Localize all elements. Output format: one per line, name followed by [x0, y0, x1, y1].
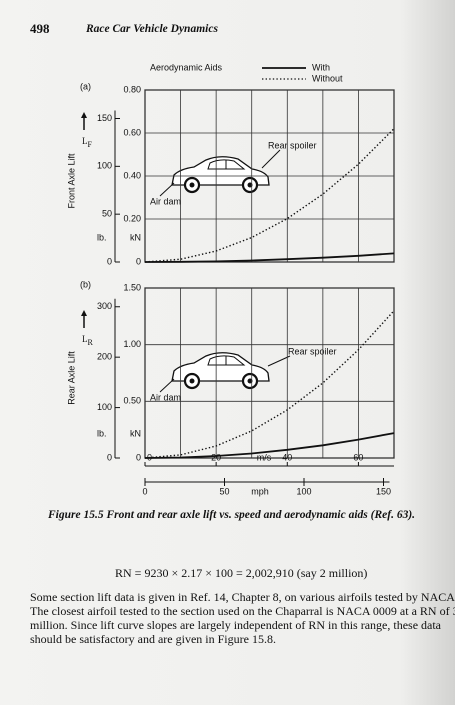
y2-unit: lb. [97, 232, 107, 242]
legend-label: With [312, 62, 330, 72]
figure-caption: Figure 15.5 Front and rear axle lift vs.… [48, 509, 416, 521]
annotation: Rear spoiler [268, 140, 317, 150]
y2-tick-label: 200 [97, 352, 112, 362]
data-line [144, 252, 395, 263]
leader [159, 378, 175, 393]
symbol: L [82, 136, 88, 146]
x-tick-label: 0 [147, 452, 152, 462]
y-tick-label: 0.60 [123, 127, 141, 137]
legend-title: Aerodynamic Aids [150, 62, 223, 72]
annotation: Rear spoiler [288, 346, 337, 356]
y-tick-label: 0.80 [123, 84, 141, 94]
y-tick-label: 0.50 [123, 396, 141, 406]
x-tick-label: 60 [353, 452, 363, 462]
y-tick-label: 0 [136, 452, 141, 462]
leader [261, 149, 281, 169]
text-line: The closest airfoil tested to the sectio… [30, 604, 455, 618]
data-line [144, 128, 395, 263]
symbol: L [82, 334, 88, 344]
figure: Rear spoiler Air dam Rear spoiler Air da… [66, 62, 395, 496]
x-tick-label: 20 [211, 452, 221, 462]
y2-tick-label: 150 [97, 113, 112, 123]
y-tick-label: 1.00 [123, 339, 141, 349]
y-tick-label: 0.20 [123, 213, 141, 223]
text-line: million. Since lift curve slopes are lar… [30, 618, 441, 632]
x2-tick-label: 0 [142, 486, 147, 496]
y2-tick-label: 0 [107, 256, 112, 266]
y2-unit: lb. [97, 428, 107, 438]
y2-tick-label: 100 [97, 161, 112, 171]
running-title: Race Car Vehicle Dynamics [86, 23, 218, 35]
equation: RN = 9230 × 2.17 × 100 = 2,002,910 (say … [115, 566, 368, 580]
y2-tick-label: 100 [97, 402, 112, 412]
y-tick-label: 1.50 [123, 282, 141, 292]
axis-symbol: LR [82, 334, 94, 347]
paragraph: Some section lift data is given in Ref. … [30, 590, 455, 646]
y2-tick-label: 50 [102, 209, 112, 219]
text-line: should be satisfactory and are given in … [30, 632, 276, 646]
leader [267, 355, 291, 367]
y-axis-label: Rear Axle Lift [66, 351, 76, 405]
page-number: 498 [30, 21, 50, 36]
panel-label: (a) [80, 81, 91, 91]
data-line [144, 310, 395, 459]
x-axis-label: m/s [257, 452, 272, 462]
legend-label: Without [312, 73, 343, 83]
symbol-subscript: F [88, 140, 93, 149]
x2-tick-label: 50 [219, 486, 229, 496]
annotation: Air dam [150, 196, 181, 206]
x-tick-label: 40 [282, 452, 292, 462]
x2-tick-label: 100 [296, 486, 311, 496]
x2-tick-label: 150 [376, 486, 391, 496]
arrow-head [81, 310, 87, 316]
data-line [144, 432, 395, 459]
symbol-subscript: R [88, 338, 94, 347]
panel-label: (b) [80, 279, 91, 289]
y-unit: kN [130, 428, 141, 438]
y-axis-label: Front Axle Lift [66, 153, 76, 209]
y2-tick-label: 0 [107, 452, 112, 462]
arrow-head [81, 112, 87, 118]
annotation: Air dam [150, 392, 181, 402]
y-tick-label: 0.40 [123, 170, 141, 180]
car-sketch [170, 351, 271, 390]
y2-tick-label: 300 [97, 301, 112, 311]
y-unit: kN [130, 232, 141, 242]
axis-symbol: LF [82, 136, 93, 149]
x2-axis-label: mph [251, 486, 269, 496]
leader [159, 182, 175, 197]
car-sketch [170, 155, 271, 194]
y-tick-label: 0 [136, 256, 141, 266]
text-line: Some section lift data is given in Ref. … [30, 590, 455, 604]
